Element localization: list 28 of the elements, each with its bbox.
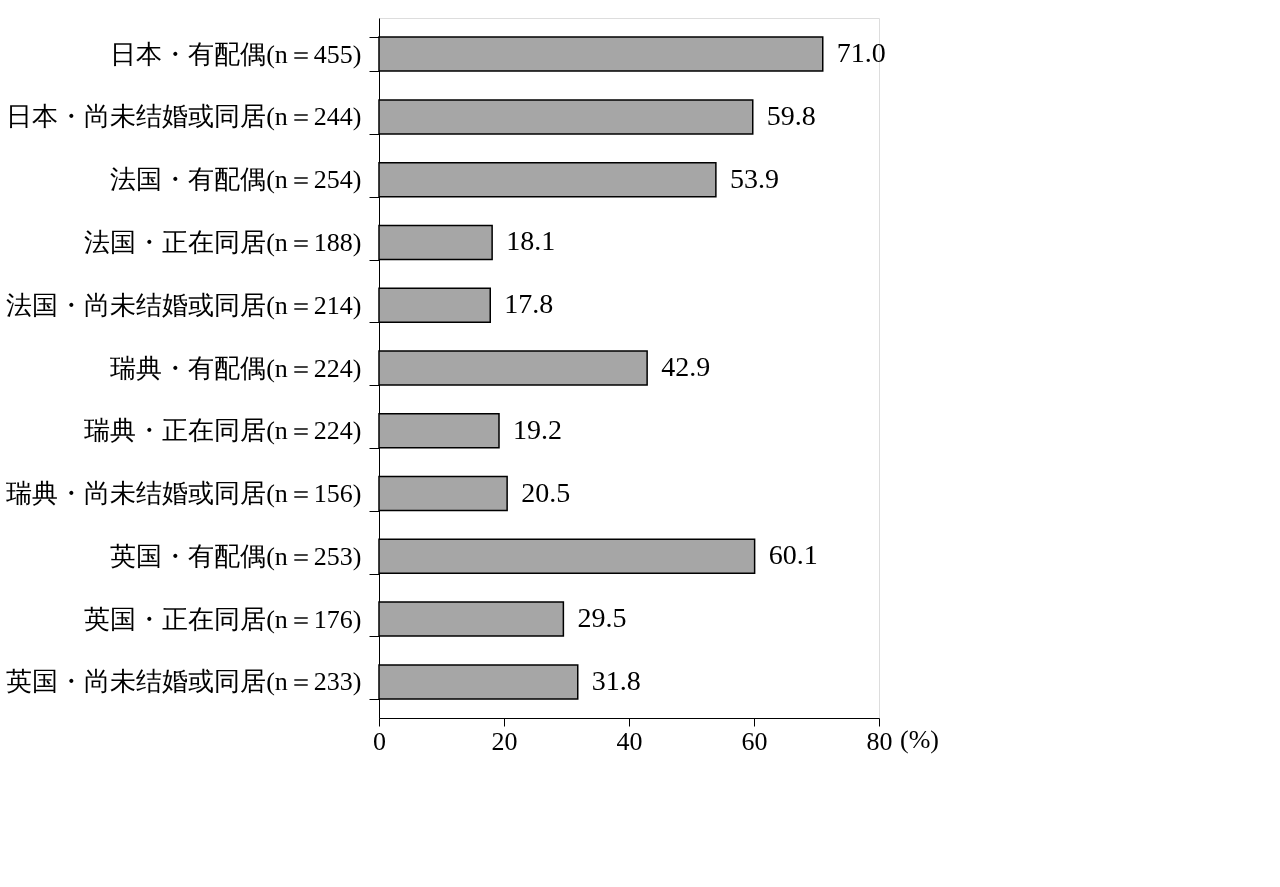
- data-label: 20.5: [521, 476, 571, 508]
- data-label: 31.8: [591, 664, 641, 696]
- x-tick-label: 40: [616, 726, 643, 756]
- y-tick-label: 瑞典・正在同居(n＝224): [84, 416, 362, 446]
- y-tick-label: 法国・尚未结婚或同居(n＝214): [6, 290, 362, 320]
- y-tick-label: 英国・有配偶(n＝253): [110, 541, 362, 571]
- y-tick-label: 法国・有配偶(n＝254): [110, 165, 362, 195]
- data-label: 18.1: [506, 225, 556, 257]
- y-tick-label: 英国・尚未结婚或同居(n＝233): [6, 667, 362, 697]
- data-label: 19.2: [513, 413, 562, 445]
- data-label: 53.9: [729, 162, 779, 194]
- data-label: 59.8: [766, 99, 816, 131]
- data-label: 42.9: [661, 351, 711, 382]
- data-label: 60.1: [768, 539, 818, 571]
- x-tick-label: 60: [741, 726, 768, 756]
- y-tick-label: 英国・正在同居(n＝176): [84, 604, 362, 634]
- x-tick-label: 80: [866, 726, 893, 756]
- x-tick-label: 0: [373, 726, 386, 756]
- data-label: 17.8: [504, 288, 554, 320]
- x-tick-label: 20: [491, 726, 518, 756]
- data-label: 29.5: [577, 602, 627, 634]
- y-tick-label: 瑞典・有配偶(n＝224): [110, 353, 362, 383]
- y-tick-label: 法国・正在同居(n＝188): [84, 227, 362, 257]
- y-tick-label: 瑞典・尚未结婚或同居(n＝156): [6, 479, 362, 509]
- data-label: 71.0: [836, 37, 886, 69]
- y-tick-label: 日本・有配偶(n＝455): [110, 39, 362, 69]
- x-axis-title: (%): [900, 724, 939, 754]
- y-tick-label: 日本・尚未结婚或同居(n＝244): [6, 102, 362, 132]
